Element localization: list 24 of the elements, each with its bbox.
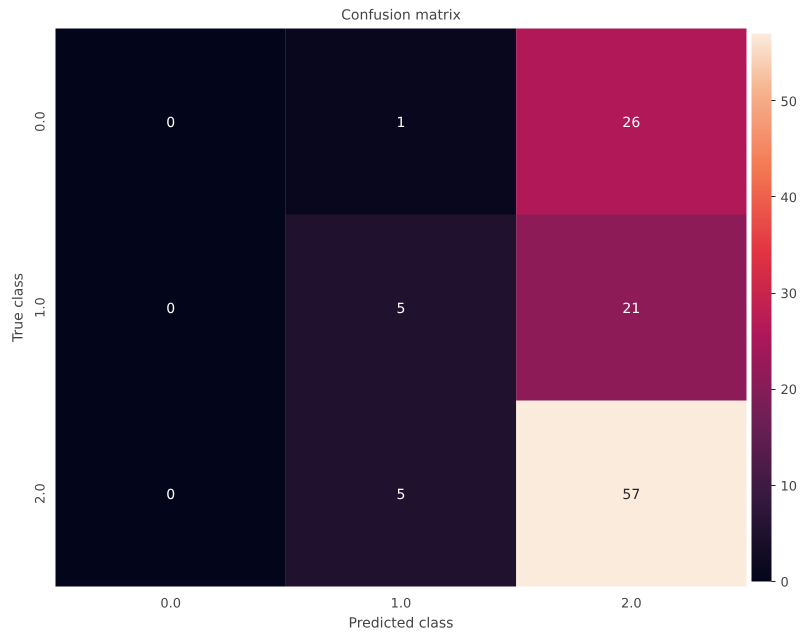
y-tick-label: 0.0 <box>34 111 48 132</box>
y-tick-label: 2.0 <box>34 483 48 504</box>
x-tick-label: 2.0 <box>620 596 642 612</box>
x-axis-title: Predicted class <box>348 616 454 632</box>
x-tick-label: 0.0 <box>160 596 182 612</box>
color-bar-label: 50 <box>780 94 798 110</box>
data-label: 21 <box>622 301 640 317</box>
y-tick-label: 1.0 <box>34 297 48 318</box>
data-label: 57 <box>622 487 640 503</box>
y-axis-title: True class <box>10 273 26 343</box>
data-label: 0 <box>166 115 176 131</box>
color-bar-label: 10 <box>780 479 798 494</box>
data-label: 0 <box>166 487 176 503</box>
color-bar-label: 30 <box>780 287 798 302</box>
x-tick-label: 1.0 <box>390 596 412 612</box>
data-label: 5 <box>396 487 406 503</box>
color-bar-label: 40 <box>780 190 798 206</box>
color-bar-label: 0 <box>780 576 789 590</box>
data-label: 5 <box>396 301 406 317</box>
color-bar-label: 20 <box>780 383 798 398</box>
data-label: 26 <box>622 115 640 131</box>
chart-title: Confusion matrix <box>341 8 461 24</box>
data-label: 1 <box>396 115 406 131</box>
data-label: 0 <box>166 301 176 317</box>
